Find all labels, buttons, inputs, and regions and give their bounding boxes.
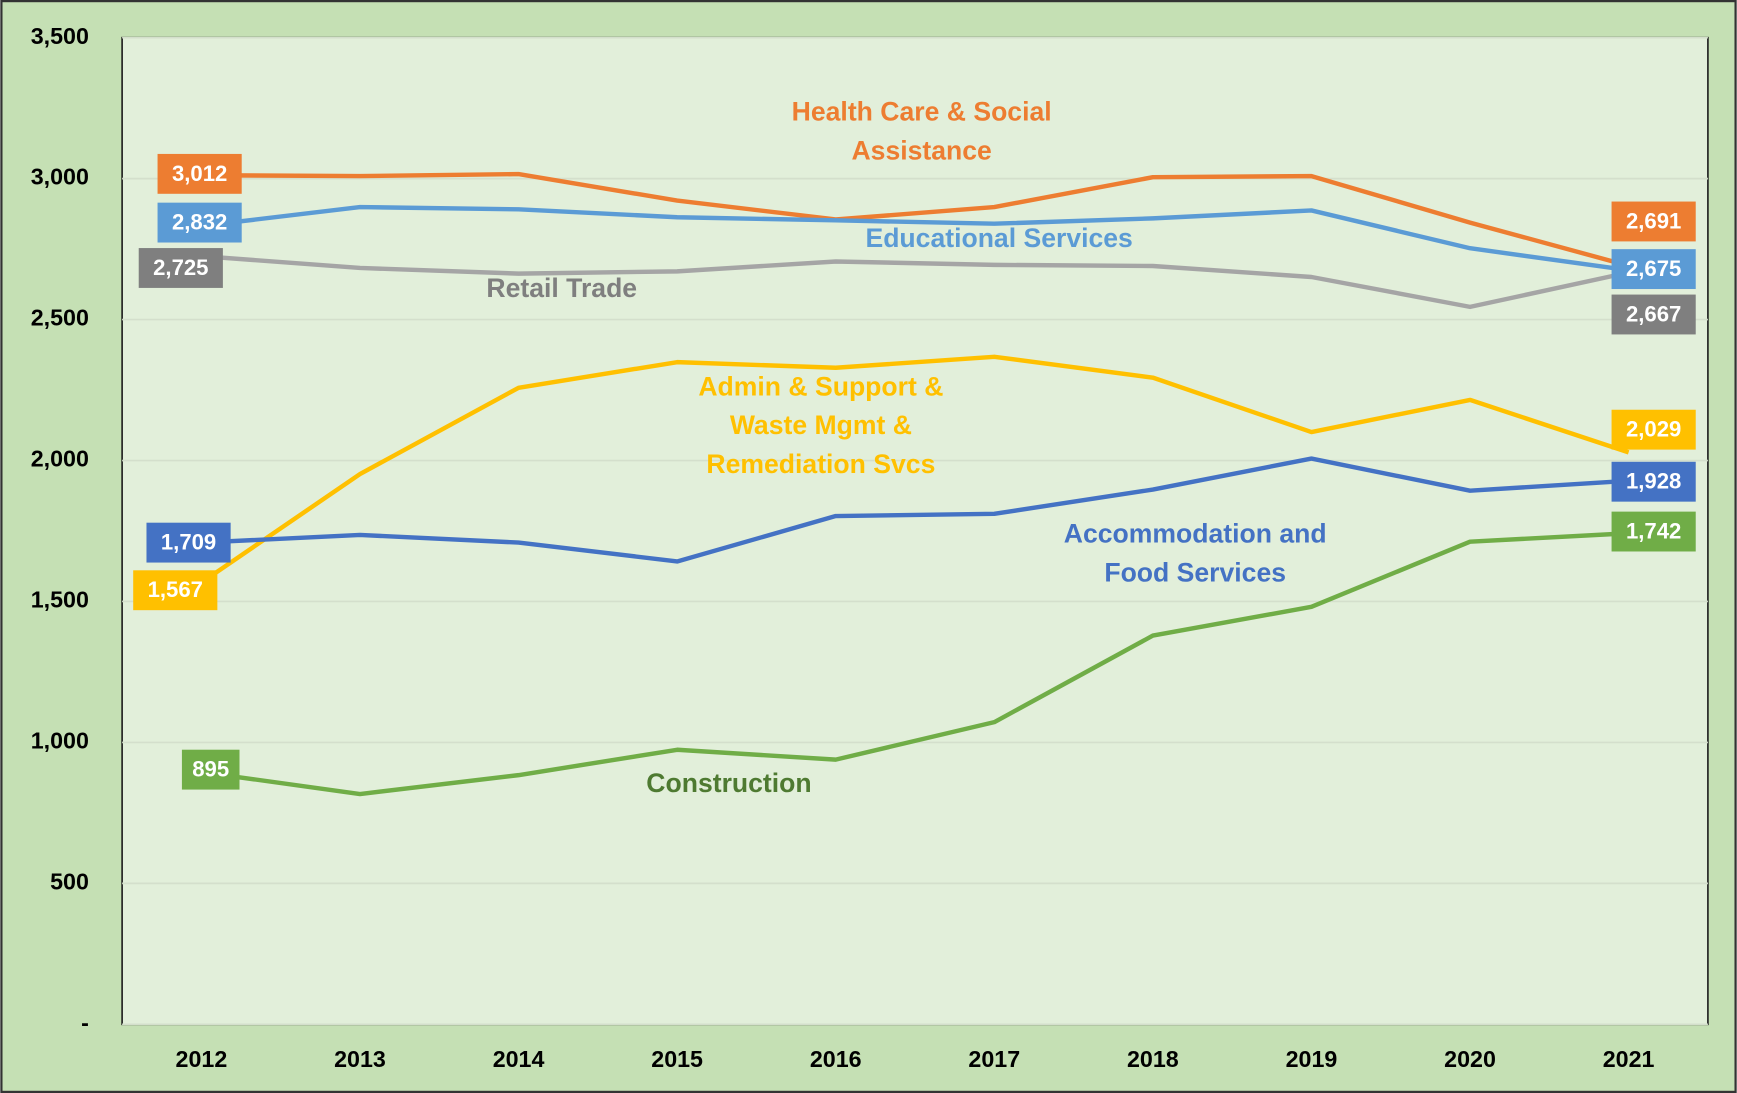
data-label-box	[1611, 511, 1696, 552]
data-label: 2,029	[1611, 409, 1696, 450]
series-label-text: Admin & Support & Waste Mgmt & Remediati…	[698, 372, 944, 480]
data-label-box	[157, 153, 242, 194]
data-label-box	[146, 522, 231, 563]
y-tick-label: 1,000	[31, 728, 89, 754]
series-label-text: Construction	[646, 768, 812, 799]
data-label-text: 2,675	[1626, 256, 1681, 281]
y-tick-label: 2,500	[31, 305, 89, 331]
series-label: Admin & Support & Waste Mgmt & Remediati…	[698, 372, 944, 480]
data-label: 3,012	[157, 153, 242, 194]
y-tick-label: 1,500	[31, 587, 89, 613]
data-label-text: 2,029	[1626, 417, 1681, 442]
series-label: Retail Trade	[486, 273, 638, 304]
data-label-text: 1,928	[1626, 469, 1681, 494]
data-label-box	[157, 202, 242, 243]
series-line	[201, 456, 1629, 564]
data-label-box	[1611, 409, 1696, 450]
data-label-text: 1,709	[161, 530, 216, 555]
y-tick-label: 2,000	[31, 446, 89, 472]
data-label-text: 2,725	[153, 255, 208, 280]
data-label-text: 2,832	[172, 210, 227, 235]
series-label-text: Accommodation and Food Services	[1063, 519, 1327, 589]
series-label: Accommodation and Food Services	[1063, 519, 1327, 589]
x-tick-label: 2016	[810, 1046, 862, 1072]
series-line	[201, 204, 1629, 273]
x-tick-label: 2018	[1127, 1046, 1179, 1072]
data-label: 1,567	[133, 570, 218, 611]
series-line	[201, 531, 1629, 797]
series-label-text: Health Care & Social Assistance	[791, 97, 1052, 167]
data-label-text: 2,667	[1626, 301, 1681, 326]
data-label: 1,928	[1611, 461, 1696, 502]
data-label: 2,667	[1611, 294, 1696, 335]
x-tick-label: 2015	[651, 1046, 703, 1072]
plot-area	[121, 36, 1709, 1026]
x-tick-label: 2021	[1603, 1046, 1655, 1072]
data-label: 2,675	[1611, 249, 1696, 290]
data-label: 1,709	[146, 522, 231, 563]
series-label: Educational Services	[865, 223, 1133, 254]
data-label-box	[1611, 249, 1696, 290]
y-tick-label: 3,500	[31, 23, 89, 49]
data-label: 2,832	[157, 202, 242, 243]
data-label-box	[1611, 294, 1696, 335]
data-label-text: 2,691	[1626, 208, 1681, 233]
data-label: 2,725	[138, 248, 223, 288]
data-label-box	[138, 248, 223, 288]
data-label: 1,742	[1611, 511, 1696, 552]
x-tick-label: 2013	[334, 1046, 386, 1072]
series-label: Health Care & Social Assistance	[791, 97, 1052, 167]
data-label-box	[1611, 461, 1696, 502]
series-line	[200, 354, 1630, 585]
x-tick-label: 2020	[1444, 1046, 1496, 1072]
x-tick-label: 2012	[176, 1046, 228, 1072]
data-label-text: 3,012	[172, 161, 227, 186]
series-line	[201, 171, 1630, 268]
x-tick-label: 2017	[968, 1046, 1020, 1072]
y-tick-label: 3,000	[31, 164, 89, 190]
y-tick-label: 500	[50, 869, 89, 895]
data-label: 895	[181, 749, 240, 790]
data-label-box	[1611, 201, 1696, 242]
series-label-text: Educational Services	[865, 223, 1133, 254]
data-label-text: 895	[192, 757, 229, 782]
data-label-text: 1,742	[1626, 519, 1681, 544]
y-tick-label: -	[81, 1009, 89, 1035]
series-line	[201, 253, 1630, 310]
x-tick-label: 2019	[1286, 1046, 1338, 1072]
data-label-box	[181, 749, 240, 790]
data-label: 2,691	[1611, 201, 1696, 242]
x-tick-label: 2014	[493, 1046, 545, 1072]
data-label-box	[133, 570, 218, 611]
series-label-text: Retail Trade	[486, 273, 638, 304]
data-label-text: 1,567	[148, 577, 203, 602]
series-label: Construction	[646, 768, 812, 799]
